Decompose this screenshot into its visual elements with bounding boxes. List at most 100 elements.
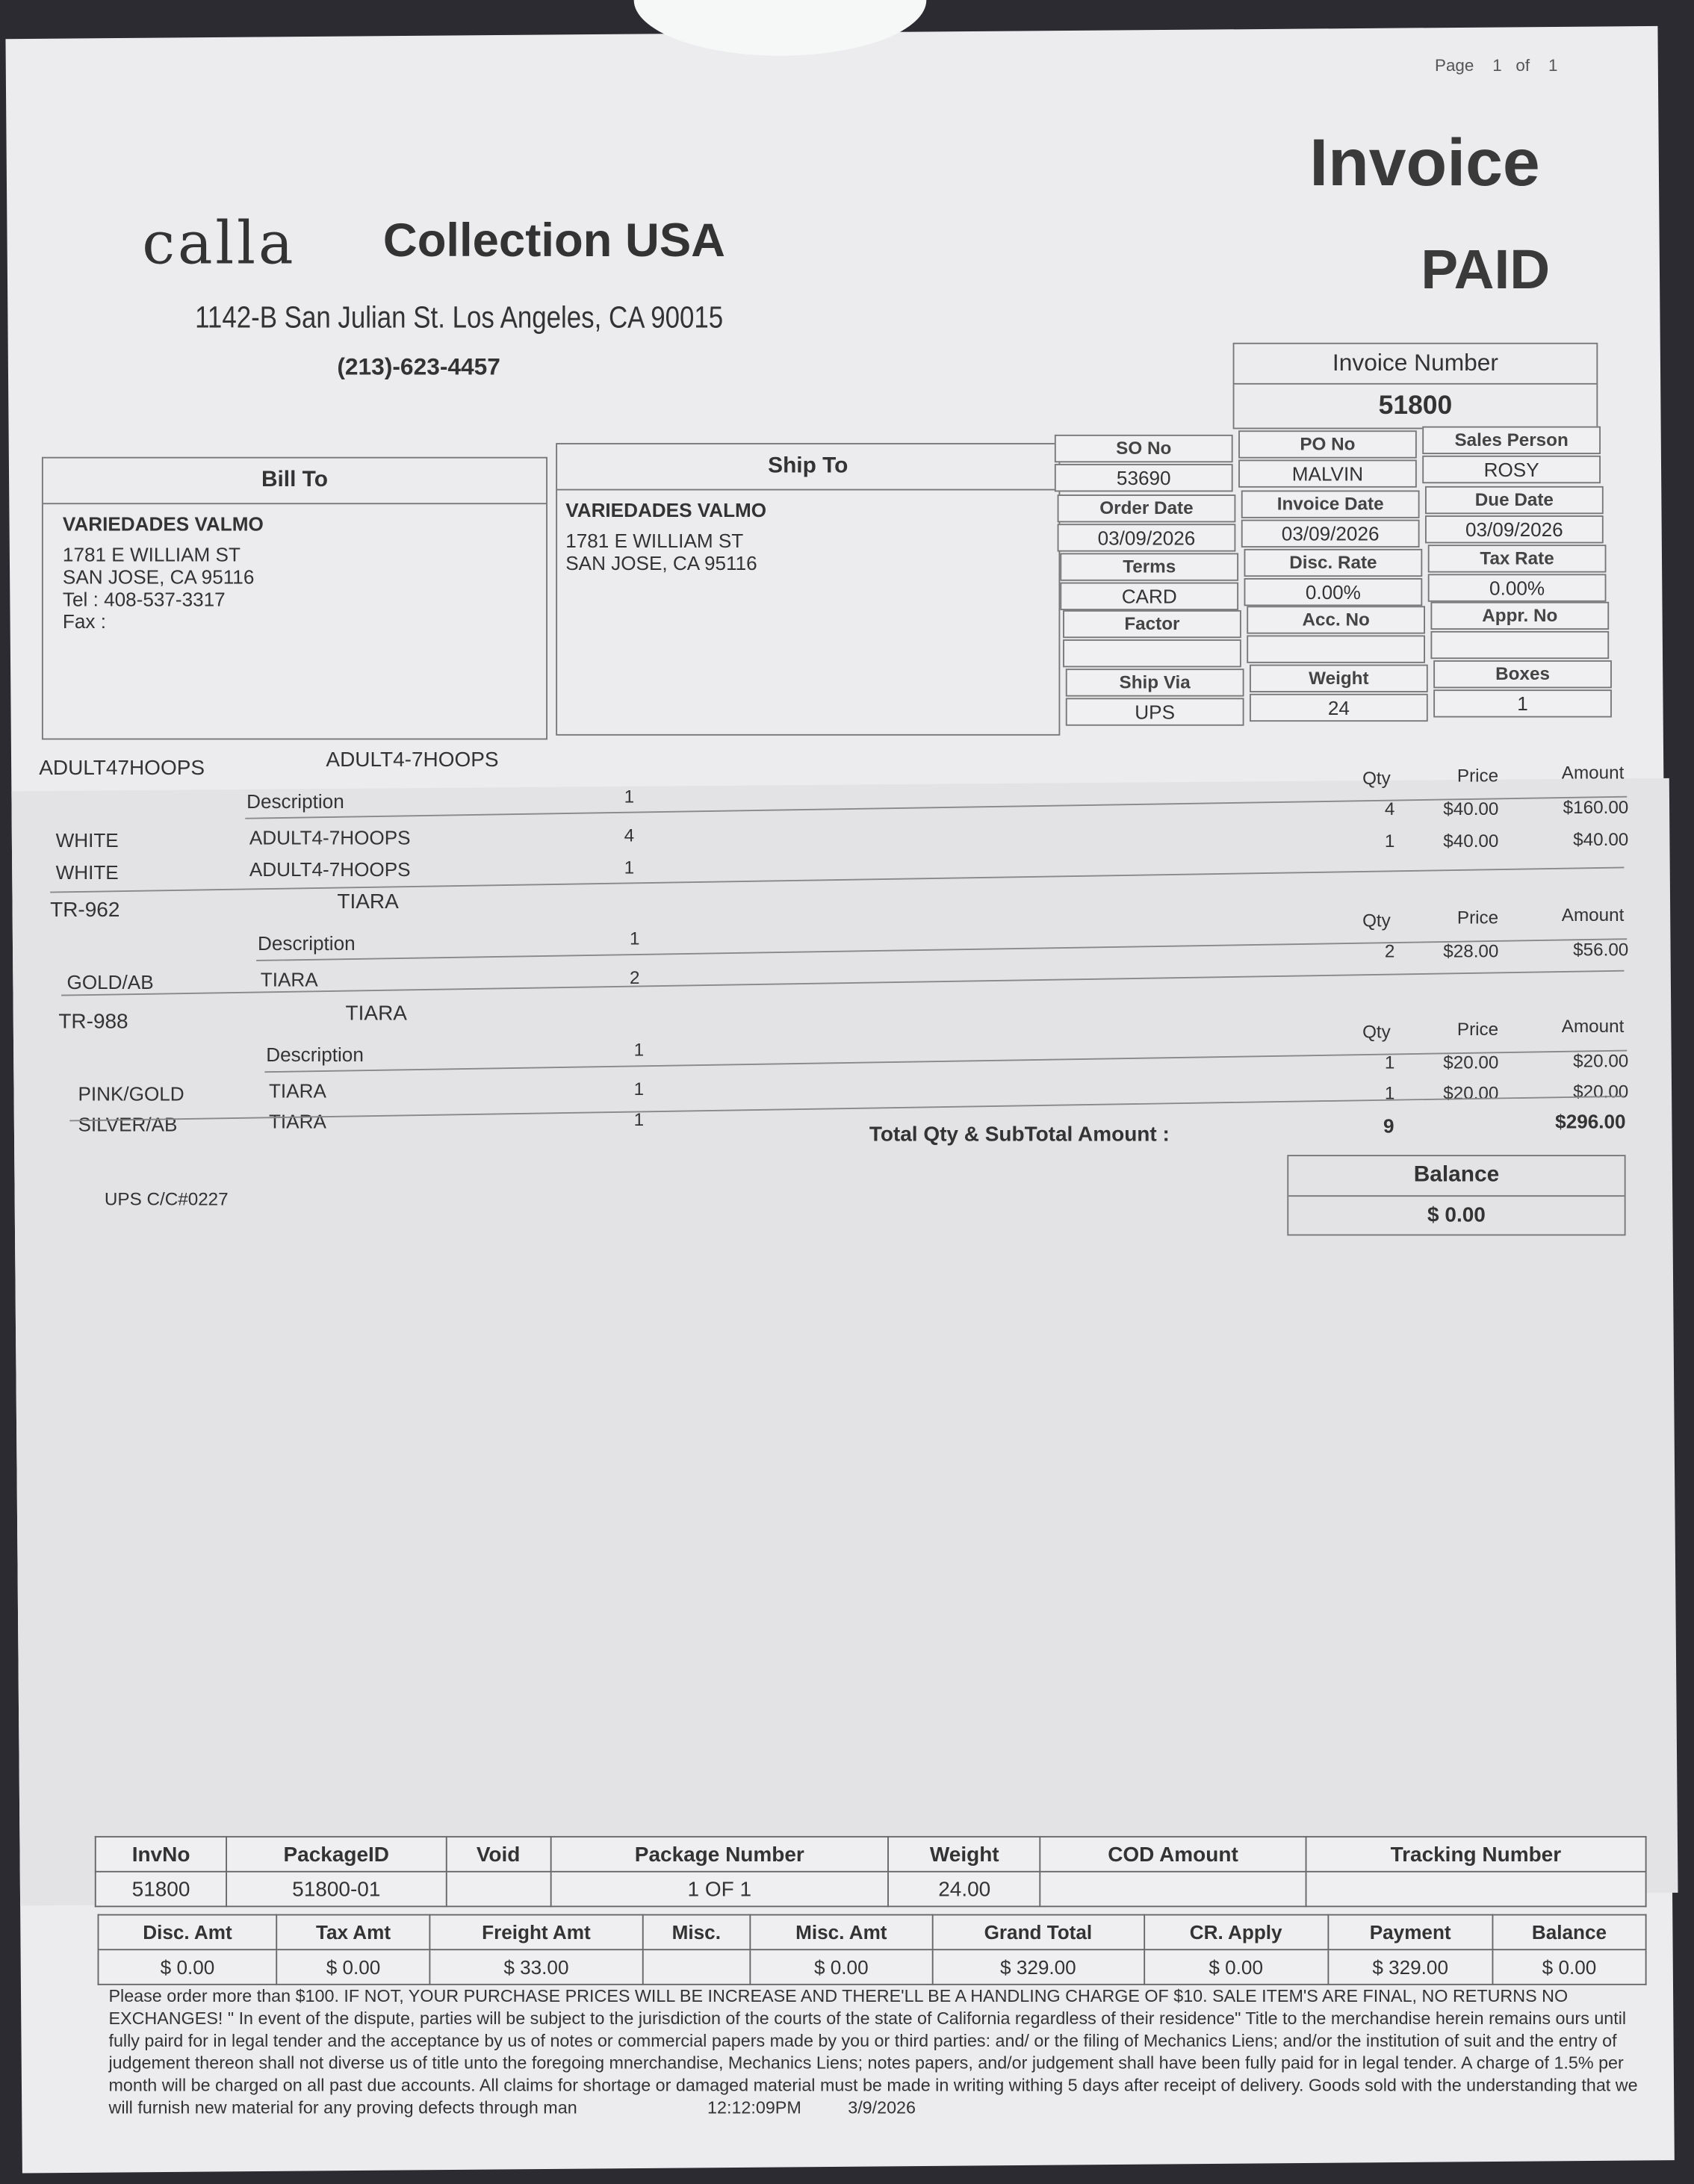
- item-pack: 1: [630, 928, 640, 949]
- item-style-code: ADULT47HOOPS: [39, 756, 205, 781]
- line-amount: $20.00: [1573, 1050, 1629, 1072]
- line-pack: 2: [630, 967, 640, 988]
- line-amount: $20.00: [1573, 1081, 1629, 1102]
- disc-rate-value: 0.00%: [1244, 578, 1423, 607]
- invoice-number-box: Invoice Number 51800: [1232, 342, 1598, 429]
- weight-value: 24: [1249, 693, 1428, 722]
- amount-header: Amount: [1561, 762, 1625, 784]
- tax-rate-label: Tax Rate: [1427, 545, 1607, 573]
- terms-label: Terms: [1060, 553, 1239, 581]
- package-cell-5: [1039, 1870, 1307, 1908]
- item-style-code: TR-962: [50, 898, 120, 922]
- summary-header-3: Misc.: [642, 1914, 751, 1951]
- balance-value: $ 0.00: [1427, 1203, 1486, 1228]
- package-header-2: Void: [445, 1836, 551, 1873]
- line-description: TIARA: [268, 1110, 326, 1133]
- line-qty: 1: [1384, 1082, 1395, 1104]
- summary-header-4: Misc. Amt: [749, 1914, 934, 1951]
- total-qty: 9: [1383, 1114, 1394, 1137]
- summary-cell-5: $ 329.00: [931, 1949, 1145, 1985]
- disclaimer-text: Please order more than $100. IF NOT, YOU…: [108, 1986, 1638, 2118]
- ship-to-heading: Ship To: [557, 444, 1059, 491]
- disc-rate-label: Disc. Rate: [1244, 548, 1423, 577]
- ship-to-name: VARIEDADES VALMO: [565, 498, 767, 521]
- document-title: Invoice: [1309, 126, 1540, 201]
- factor-value: [1063, 639, 1241, 668]
- invoice-date-value: 03/09/2026: [1241, 519, 1420, 547]
- package-cell-2: [445, 1870, 551, 1908]
- boxes-label: Boxes: [1433, 660, 1612, 689]
- item-name: TIARA: [345, 1002, 407, 1026]
- acc-no-label: Acc. No: [1247, 606, 1425, 634]
- line-color: PINK/GOLD: [78, 1082, 184, 1105]
- package-header-1: PackageID: [226, 1836, 447, 1873]
- summary-header-1: Tax Amt: [276, 1914, 431, 1951]
- order-date-label: Order Date: [1057, 494, 1236, 523]
- appr-no-label: Appr. No: [1430, 601, 1610, 630]
- description-header: Description: [246, 789, 344, 813]
- bill-to-fax: Fax :: [62, 609, 106, 633]
- factor-label: Factor: [1063, 609, 1241, 639]
- package-cell-1: 51800-01: [226, 1870, 447, 1908]
- appr-no-value: [1430, 630, 1610, 660]
- item-name: ADULT4-7HOOPS: [326, 748, 499, 772]
- summary-header-5: Grand Total: [931, 1914, 1145, 1951]
- summary-header-7: Payment: [1327, 1914, 1494, 1951]
- package-cell-4: 24.00: [887, 1870, 1041, 1908]
- paid-status: PAID: [1421, 239, 1551, 301]
- print-time: 12:12:09PM: [707, 2097, 801, 2118]
- print-date: 3/9/2026: [848, 2097, 916, 2118]
- order-date-value: 03/09/2026: [1057, 524, 1236, 552]
- qty-header: Qty: [1362, 767, 1391, 789]
- boxes-value: 1: [1433, 689, 1612, 718]
- line-color: GOLD/AB: [66, 970, 154, 993]
- package-cell-6: [1305, 1870, 1647, 1908]
- price-header: Price: [1456, 764, 1499, 786]
- terms-value: CARD: [1060, 582, 1239, 610]
- bill-to-tel: Tel : 408-537-3317: [62, 588, 226, 610]
- ship-via-label: Ship Via: [1065, 668, 1244, 697]
- line-qty: 2: [1384, 940, 1395, 961]
- subtotal-amount: $296.00: [1555, 1110, 1626, 1133]
- package-cell-3: 1 OF 1: [550, 1870, 890, 1908]
- line-color: WHITE: [55, 828, 119, 851]
- summary-cell-7: $ 329.00: [1327, 1949, 1494, 1985]
- bill-to-name: VARIEDADES VALMO: [62, 512, 264, 536]
- line-description: ADULT4-7HOOPS: [249, 826, 411, 849]
- weight-label: Weight: [1249, 664, 1428, 692]
- line-pack: 1: [624, 857, 635, 878]
- line-description: TIARA: [268, 1079, 326, 1102]
- terms-disclaimer: Please order more than $100. IF NOT, YOU…: [108, 1985, 1654, 2119]
- due-date-label: Due Date: [1424, 485, 1604, 515]
- item-style-code: TR-988: [58, 1010, 128, 1034]
- summary-cell-2: $ 33.00: [429, 1949, 644, 1985]
- summary-table: Disc. Amt Tax Amt Freight Amt Misc. Misc. Am…: [97, 1914, 1647, 1985]
- line-pack: 1: [633, 1078, 645, 1099]
- line-price: $20.00: [1443, 1052, 1499, 1073]
- bill-to-address: 1781 E WILLIAM ST: [62, 543, 241, 566]
- package-cell-0: 51800: [94, 1870, 228, 1908]
- line-qty: 4: [1384, 798, 1395, 819]
- po-no-value: MALVIN: [1238, 459, 1417, 488]
- amount-header: Amount: [1561, 904, 1625, 925]
- description-header: Description: [266, 1043, 364, 1066]
- ship-to-box: Ship To VARIEDADES VALMO 1781 E WILLIAM …: [556, 443, 1061, 736]
- page-current: 1: [1492, 55, 1502, 75]
- item-pack: 1: [633, 1039, 645, 1061]
- page-of: of: [1515, 55, 1530, 75]
- amount-header: Amount: [1561, 1015, 1625, 1037]
- line-amount: $40.00: [1573, 828, 1629, 850]
- item-pack: 1: [624, 785, 635, 807]
- package-header-5: COD Amount: [1039, 1836, 1307, 1873]
- total-label: Total Qty & SubTotal Amount :: [869, 1123, 1170, 1147]
- line-description: ADULT4-7HOOPS: [249, 857, 411, 881]
- summary-header-8: Balance: [1492, 1914, 1647, 1951]
- so-no-label: SO No: [1054, 434, 1233, 463]
- line-color: SILVER/AB: [78, 1113, 178, 1136]
- balance-box: Balance $ 0.00: [1287, 1155, 1626, 1236]
- company-address: 1142-B San Julian St. Los Angeles, CA 90…: [195, 299, 724, 335]
- package-header-3: Package Number: [550, 1836, 890, 1873]
- package-header-0: InvNo: [94, 1836, 228, 1873]
- company-name: Collection USA: [382, 214, 725, 268]
